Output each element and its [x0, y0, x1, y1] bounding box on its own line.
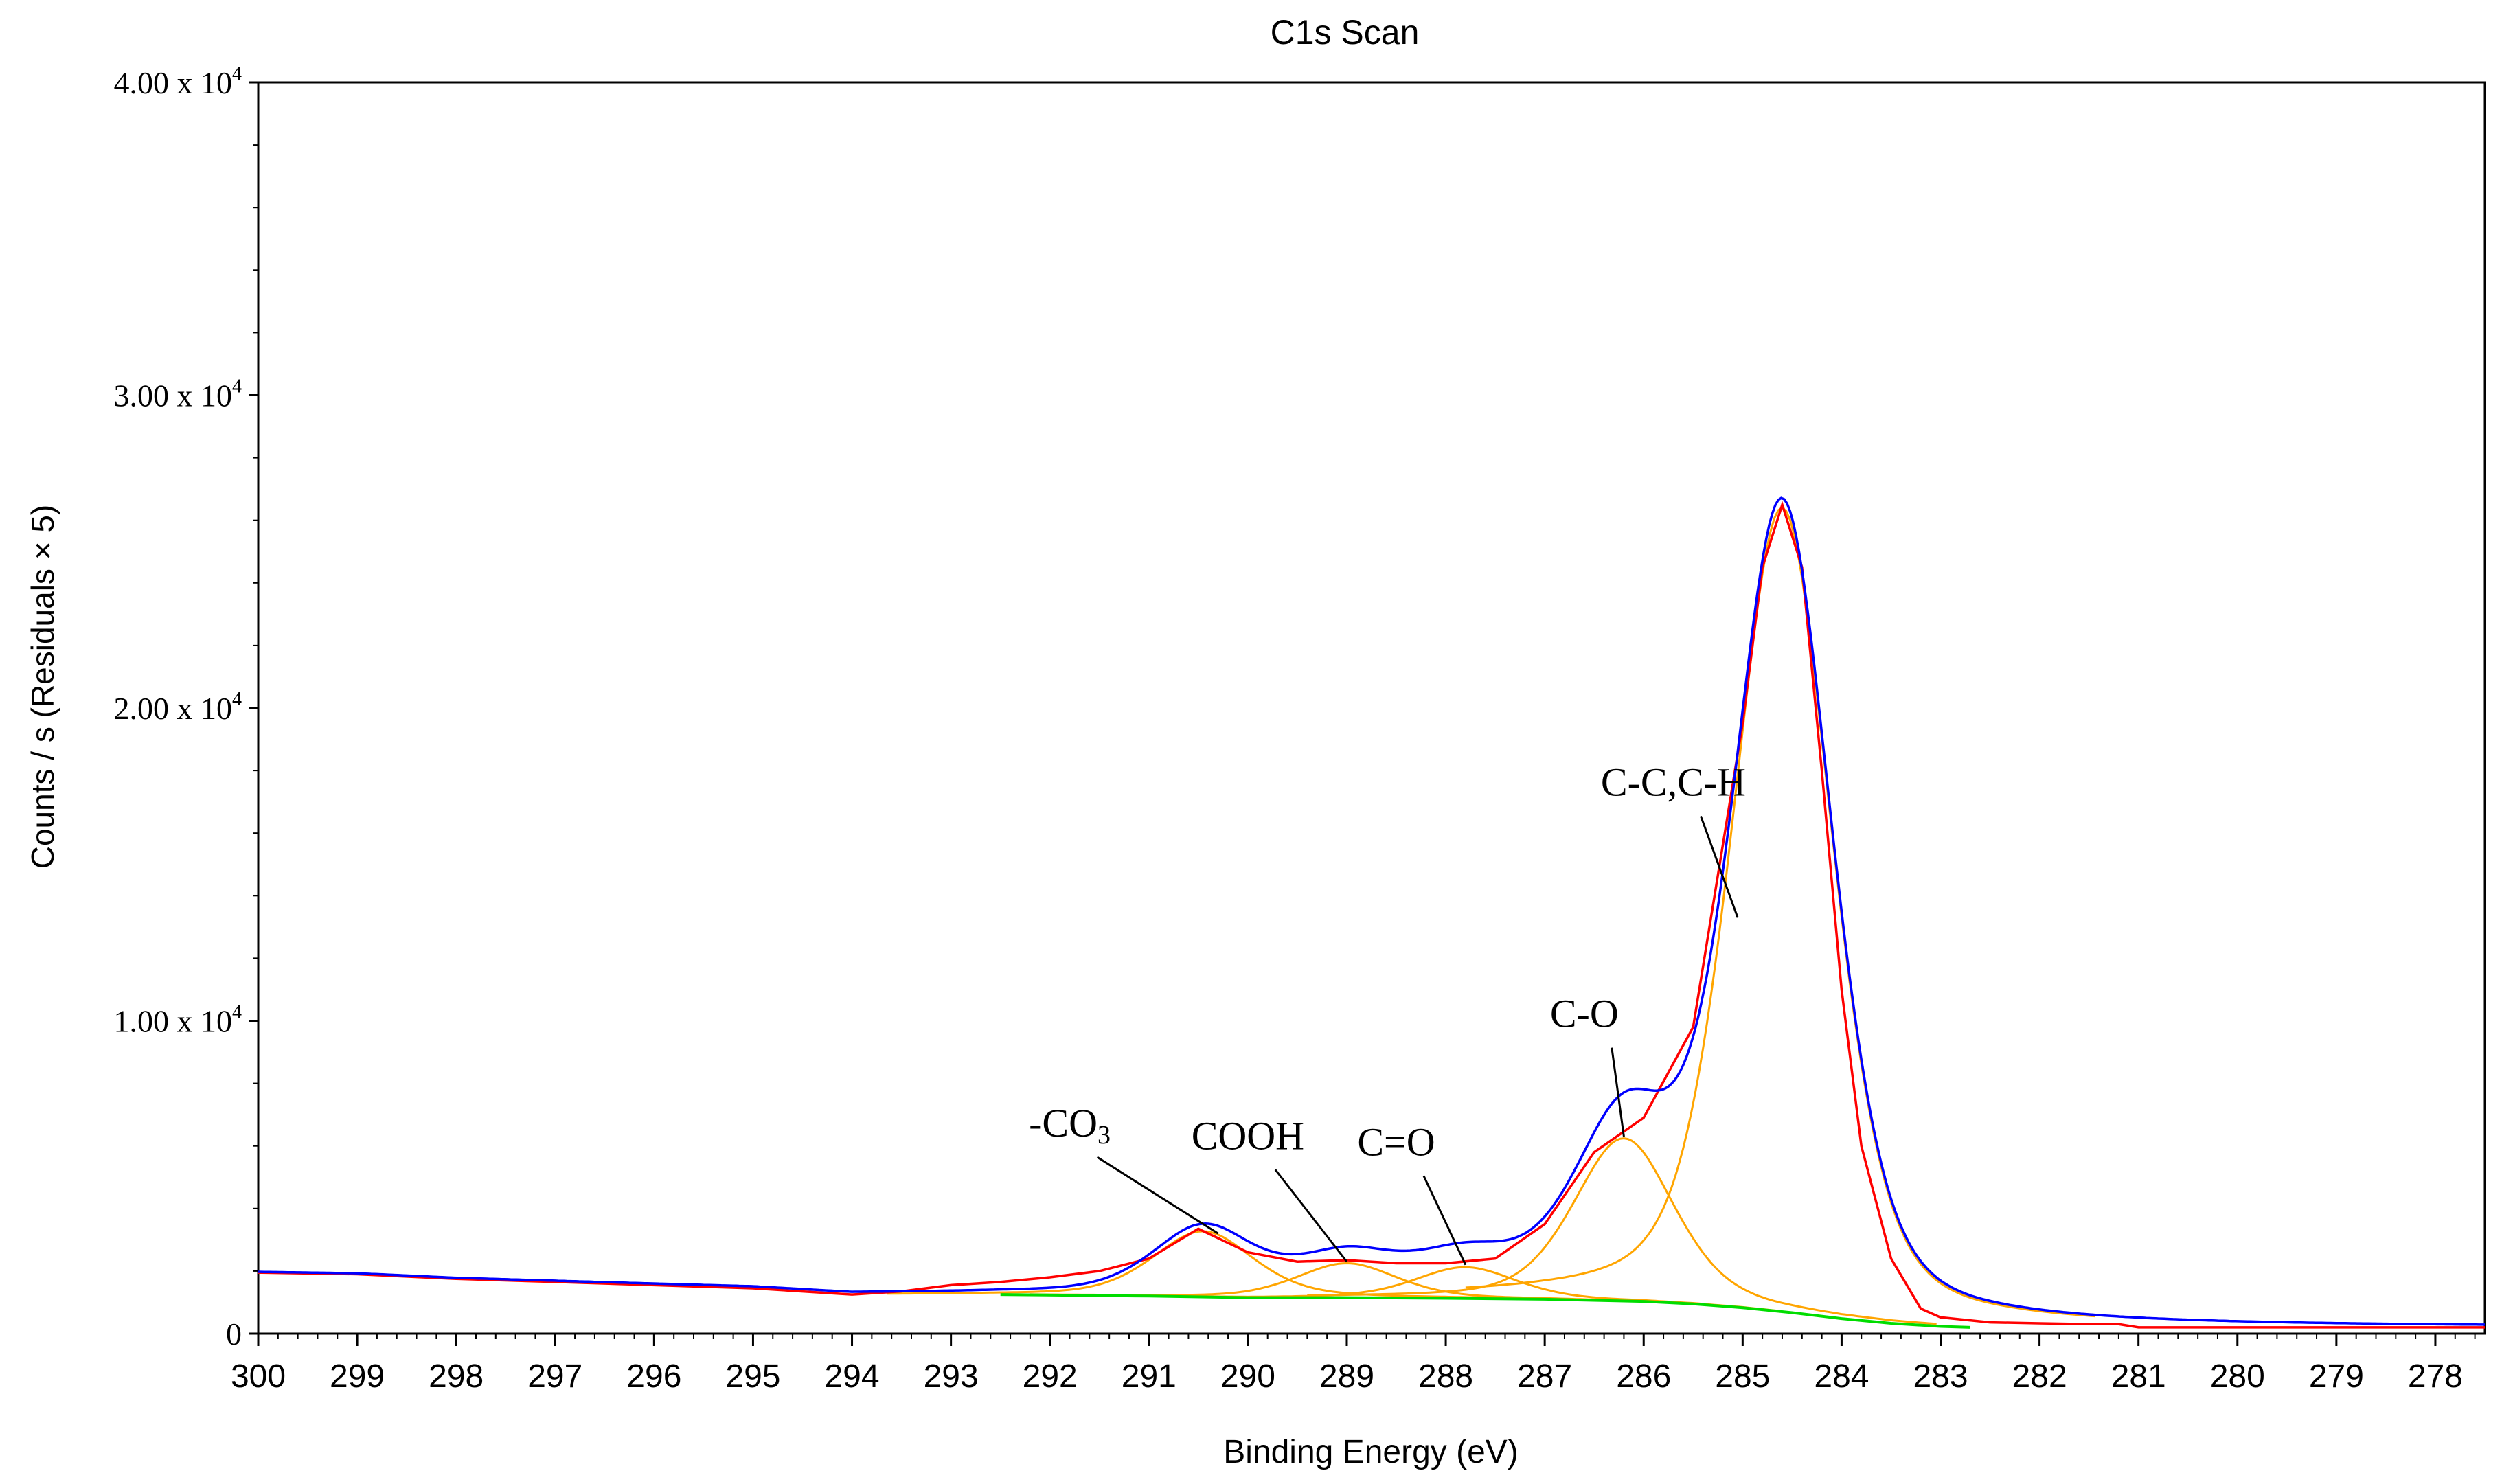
peak-label-COOH: COOH	[1192, 1113, 1304, 1158]
y-tick-exponent: 4	[232, 689, 242, 710]
x-tick-label: 296	[626, 1358, 681, 1395]
peak-label-C-O: C-O	[1550, 992, 1619, 1036]
peak-leader-line-C-C,C-H	[1700, 816, 1739, 918]
x-tick-label: 298	[429, 1358, 484, 1395]
y-tick-label: 1.00 x 104	[114, 1002, 242, 1039]
y-tick-mantissa: 2.00 x 10	[114, 691, 233, 726]
peak-label--CO3: -CO3	[1029, 1101, 1111, 1150]
x-tick-label: 285	[1715, 1358, 1770, 1395]
x-tick-label: 300	[231, 1358, 286, 1395]
x-axis-label: Binding Energy (eV)	[1223, 1434, 1519, 1470]
x-tick-label: 286	[1616, 1358, 1671, 1395]
x-tick-label: 281	[2111, 1358, 2166, 1395]
peak-label-text: -CO	[1029, 1101, 1098, 1145]
peak-component--CO3	[886, 1230, 1516, 1299]
envelope-line	[258, 496, 2485, 1326]
peak-component-C-O	[1307, 1137, 1937, 1325]
peak-label-C-C,C-H: C-C,C-H	[1601, 760, 1746, 805]
chart-title: C1s Scan	[1271, 13, 1420, 52]
peak-label-text: C-C,C-H	[1601, 760, 1746, 805]
peak-label-text: C-O	[1550, 992, 1619, 1036]
raw-data-line	[258, 501, 2485, 1329]
y-tick-exponent: 4	[232, 1002, 242, 1023]
y-tick-exponent: 4	[232, 63, 242, 84]
x-tick-label: 279	[2309, 1358, 2364, 1395]
x-tick-label: 294	[824, 1358, 879, 1395]
x-tick-label: 284	[1814, 1358, 1869, 1395]
x-tick-label: 297	[527, 1358, 582, 1395]
peak-leader-line-C-O	[1611, 1047, 1625, 1137]
y-tick-exponent: 4	[232, 376, 242, 398]
x-tick-label: 282	[2012, 1358, 2067, 1395]
y-axis-label: Counts / s (Residuals × 5)	[25, 505, 60, 869]
x-tick-label: 299	[330, 1358, 385, 1395]
y-tick-label: 3.00 x 104	[114, 376, 242, 413]
peak-label-text: C=O	[1357, 1119, 1435, 1164]
x-tick-label: 289	[1319, 1358, 1374, 1395]
peak-label-text: COOH	[1192, 1113, 1304, 1158]
y-tick-mantissa: 0	[226, 1316, 242, 1351]
y-tick-mantissa: 4.00 x 10	[114, 65, 233, 100]
x-axis-ticks: 300 299 298 297 296 295 294 293 292 291 290 289 288 2…	[231, 1334, 2476, 1395]
x-tick-label: 288	[1418, 1358, 1473, 1395]
series-layer	[258, 496, 2485, 1329]
peak-label-subscript: 3	[1098, 1121, 1111, 1150]
y-tick-label: 0	[226, 1316, 242, 1351]
x-tick-label: 278	[2408, 1358, 2463, 1395]
x-tick-label: 291	[1122, 1358, 1176, 1395]
y-tick-label: 2.00 x 104	[114, 689, 242, 726]
background-line	[1000, 1293, 1970, 1329]
x-tick-label: 283	[1913, 1358, 1968, 1395]
y-tick-mantissa: 1.00 x 10	[114, 1004, 233, 1039]
x-tick-label: 280	[2210, 1358, 2265, 1395]
x-tick-label: 293	[924, 1358, 979, 1395]
x-tick-label: 292	[1023, 1358, 1078, 1395]
x-tick-label: 295	[725, 1358, 780, 1395]
y-tick-label: 4.00 x 104	[114, 63, 242, 100]
x-tick-label: 290	[1220, 1358, 1275, 1395]
x-tick-label: 287	[1517, 1358, 1572, 1395]
y-tick-mantissa: 3.00 x 10	[114, 378, 233, 413]
peak-annotations: -CO3 COOH C=O C-O C-C,C-H	[1029, 760, 1746, 1266]
peak-leader-line-C=O	[1422, 1175, 1467, 1266]
peak-leader-line--CO3	[1096, 1156, 1219, 1235]
peak-leader-line-COOH	[1274, 1169, 1348, 1263]
peak-label-C=O: C=O	[1357, 1119, 1435, 1164]
